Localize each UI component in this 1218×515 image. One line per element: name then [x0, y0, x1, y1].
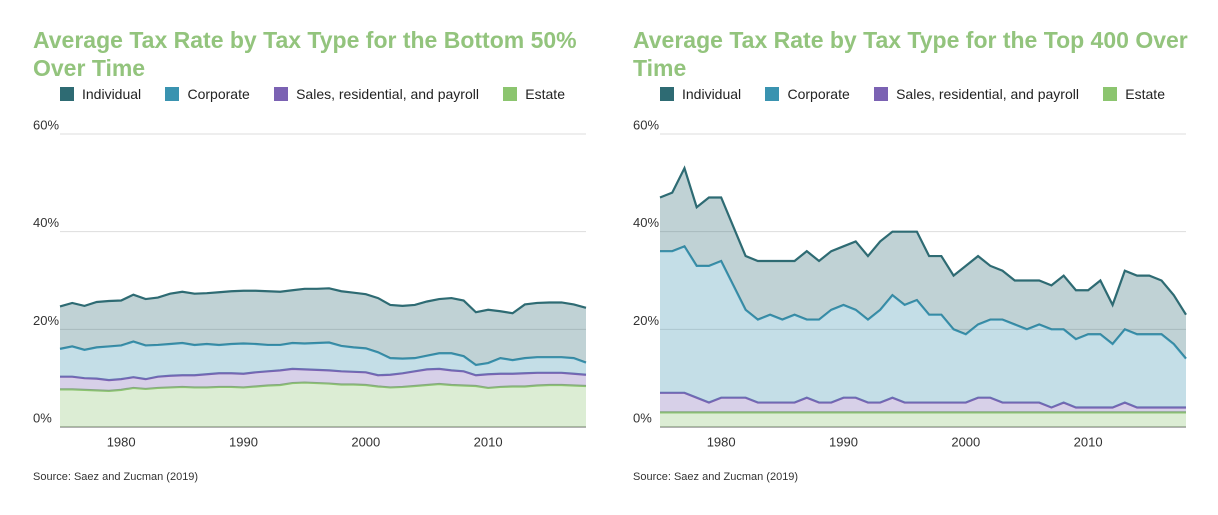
chart-title: Average Tax Rate by Tax Type for the Bot… — [33, 27, 577, 81]
chart: Average Tax Rate by Tax Type for the Bot… — [0, 0, 600, 515]
legend-swatch — [274, 87, 289, 101]
plot: 0% 20% 40% 60% 1980 1990 2000 2010 — [633, 117, 1187, 449]
legend-label: Individual — [682, 86, 742, 102]
y-tick-label: 40% — [633, 215, 659, 230]
area-line — [60, 381, 587, 392]
legend-label: Sales, residential, and payroll — [896, 86, 1079, 102]
legend-item: Estate — [503, 86, 565, 102]
area-line — [659, 165, 1187, 316]
source-note: Source: Saez and Zucman (2019) — [33, 471, 199, 483]
legend-swatch — [165, 87, 180, 101]
legend-item: Individual — [660, 86, 741, 102]
y-tick-label: 60% — [33, 117, 59, 132]
legend-item: Sales, residential, and payroll — [874, 86, 1079, 102]
x-tick-label: 2000 — [951, 434, 980, 449]
legend-item: Sales, residential, and payroll — [274, 86, 479, 102]
legend-label: Corporate — [187, 86, 250, 102]
area-fill — [60, 341, 586, 381]
area-line — [660, 391, 1186, 409]
y-tick-label: 40% — [33, 215, 59, 230]
legend-item: Corporate — [165, 86, 250, 102]
area-fill — [60, 368, 586, 391]
x-tick-label: 2000 — [351, 434, 380, 449]
legend-label: Estate — [525, 86, 565, 102]
legend-label: Corporate — [787, 86, 850, 102]
y-tick-label: 0% — [33, 410, 52, 425]
legend: Individual Corporate Sales, residential, a… — [60, 86, 565, 102]
chart: Average Tax Rate by Tax Type for the Top… — [600, 0, 1200, 515]
legend-swatch — [765, 87, 780, 101]
y-tick-label: 20% — [33, 313, 59, 328]
legend-swatch — [660, 87, 674, 101]
area-fill — [60, 382, 586, 427]
area-fill — [660, 168, 1186, 359]
area-fill — [60, 288, 586, 365]
area-line — [60, 367, 587, 382]
chart-title: Average Tax Rate by Tax Type for the Top… — [633, 27, 1188, 81]
y-tick-label: 60% — [633, 117, 659, 132]
legend-swatch — [874, 87, 889, 101]
x-tick-label: 1980 — [107, 434, 136, 449]
legend: Individual Corporate Sales, residential, a… — [660, 86, 1165, 102]
legend-label: Sales, residential, and payroll — [296, 86, 479, 102]
legend-swatch — [1103, 87, 1118, 101]
legend-label: Estate — [1125, 86, 1165, 102]
y-tick-label: 0% — [633, 410, 652, 425]
plot: 0% 20% 40% 60% 1980 1990 2000 2010 — [33, 117, 587, 449]
legend-label: Individual — [82, 86, 142, 102]
legend-swatch — [503, 87, 518, 101]
x-tick-label: 1990 — [829, 434, 858, 449]
legend-swatch — [60, 87, 74, 101]
x-tick-label: 1990 — [229, 434, 258, 449]
legend-item: Estate — [1103, 86, 1165, 102]
x-tick-label: 2010 — [474, 434, 503, 449]
area-line — [660, 244, 1187, 360]
x-tick-label: 2010 — [1074, 434, 1103, 449]
area-line — [59, 287, 587, 315]
legend-item: Corporate — [765, 86, 850, 102]
source-note: Source: Saez and Zucman (2019) — [633, 471, 799, 483]
area-fill — [660, 412, 1186, 427]
x-tick-label: 1980 — [707, 434, 736, 449]
area-line — [59, 340, 587, 367]
legend-item: Individual — [60, 86, 141, 102]
area-fill — [660, 246, 1186, 408]
y-tick-label: 20% — [633, 313, 659, 328]
